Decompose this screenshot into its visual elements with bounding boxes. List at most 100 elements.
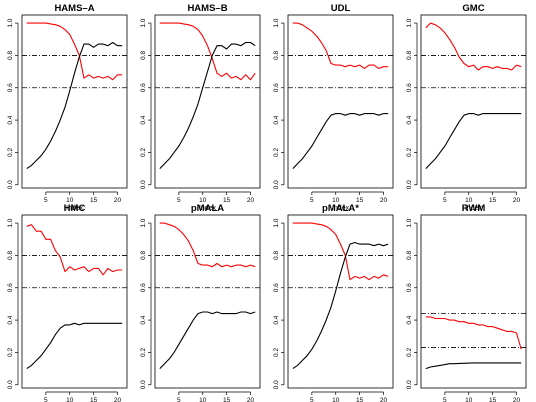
y-tick-label: 0.6 [140,83,147,92]
series-line-red [159,22,256,81]
series-line-red [159,222,256,268]
plot-frame [154,214,261,389]
y-tick-label: 0.0 [406,180,413,189]
chart-panel-4: HMC 5 10 15 20 Index 0.0 0.2 0.4 0.6 0.8 1.0 [7,203,128,402]
plot-frame [21,14,128,189]
y-tick-label: 0.4 [406,315,413,324]
x-tick-label: 5 [443,197,447,204]
y-tick-label: 1.0 [406,18,413,27]
y-tick-label: 0.0 [140,180,147,189]
y-tick-label: 0.0 [273,180,280,189]
x-tick-label: 15 [489,397,497,402]
plot-frame [287,14,394,189]
chart-panel-6: pMALA* 5 10 15 20 Index 0.0 0.2 0.4 0.6 0.8 1.0 [273,203,394,402]
x-axis-label: Index [199,205,217,212]
x-tick-label: 10 [199,397,207,402]
chart-panel-2: UDL 5 10 15 20 Index 0.0 0.2 0.4 0.6 0.8 1.0 [273,3,394,212]
panel-title: GMC [462,3,484,14]
y-tick-label: 1.0 [273,218,280,227]
x-tick-label: 20 [380,197,388,204]
x-tick-label: 20 [114,397,122,402]
x-tick-label: 20 [247,197,255,204]
plot-frame [21,214,128,389]
series-line-black [26,41,123,170]
y-tick-label: 0.6 [7,83,14,92]
x-tick-label: 15 [489,197,497,204]
x-tick-label: 10 [66,397,74,402]
plot-frame [420,14,527,189]
series-line-red [26,22,123,81]
x-tick-label: 15 [90,397,98,402]
y-tick-label: 0.4 [140,115,147,124]
plot-frame [287,214,394,389]
series-line-black [292,113,389,169]
series-line-black [159,41,256,169]
y-tick-label: 0.6 [7,283,14,292]
y-tick-label: 0.0 [140,380,147,389]
x-tick-label: 5 [177,197,181,204]
y-tick-label: 0.4 [140,315,147,324]
series-line-black [425,113,522,169]
y-tick-label: 0.4 [406,115,413,124]
y-tick-label: 0.8 [7,51,14,60]
y-tick-label: 0.6 [406,283,413,292]
y-tick-label: 0.8 [140,51,147,60]
x-tick-label: 10 [332,197,340,204]
plot-frame [420,214,527,389]
y-tick-label: 0.8 [406,251,413,260]
chart-panel-0: HAMS–A 5 10 15 20 Index 0.0 0.2 0.4 0.6 0.8 1.0 [7,3,128,212]
y-tick-label: 0.8 [406,51,413,60]
y-tick-label: 0.2 [140,348,147,357]
x-tick-label: 20 [380,397,388,402]
x-tick-label: 5 [310,397,314,402]
x-axis-label: Index [465,205,483,212]
x-tick-label: 15 [90,197,98,204]
y-tick-label: 1.0 [406,218,413,227]
chart-panel-1: HAMS–B 5 10 15 20 Index 0.0 0.2 0.4 0.6 0.8 1.0 [140,3,261,212]
y-tick-label: 0.4 [7,315,14,324]
x-tick-label: 10 [465,397,473,402]
y-tick-label: 0.4 [273,315,280,324]
y-tick-label: 0.8 [7,251,14,260]
x-tick-label: 5 [310,197,314,204]
y-tick-label: 0.4 [273,115,280,124]
y-tick-label: 0.8 [140,251,147,260]
x-tick-label: 10 [332,397,340,402]
x-tick-label: 10 [66,197,74,204]
x-tick-label: 20 [513,397,521,402]
series-line-red [292,222,389,281]
panel-title: HAMS–B [187,3,227,14]
x-tick-label: 15 [223,197,231,204]
series-line-black [26,322,123,370]
y-tick-label: 1.0 [140,218,147,227]
series-line-black [425,362,522,370]
panel-title: RWM [462,203,486,214]
y-tick-label: 0.6 [273,83,280,92]
y-tick-label: 0.2 [406,148,413,157]
x-tick-label: 15 [223,397,231,402]
y-tick-label: 0.0 [7,180,14,189]
y-tick-label: 1.0 [7,18,14,27]
y-tick-label: 0.0 [7,380,14,389]
x-tick-label: 20 [513,197,521,204]
chart-panel-3: GMC 5 10 15 20 Index 0.0 0.2 0.4 0.6 0.8 1.0 [406,3,527,212]
y-tick-label: 0.6 [273,283,280,292]
panel-title: pMALA [191,203,224,214]
x-tick-label: 5 [44,197,48,204]
y-tick-label: 0.2 [273,348,280,357]
series-line-black [292,241,389,370]
plot-frame [154,14,261,189]
y-tick-label: 0.6 [140,283,147,292]
y-tick-label: 1.0 [140,18,147,27]
x-tick-label: 10 [465,197,473,204]
y-tick-label: 0.4 [7,115,14,124]
chart-panel-5: pMALA 5 10 15 20 Index 0.0 0.2 0.4 0.6 0.8 1.0 [140,203,261,402]
panel-title: HAMS–A [54,3,94,14]
x-tick-label: 5 [443,397,447,402]
series-line-black [159,311,256,369]
y-tick-label: 0.2 [406,348,413,357]
panel-title: UDL [331,3,351,14]
x-axis-label: Index [66,205,84,212]
x-tick-label: 20 [247,397,255,402]
